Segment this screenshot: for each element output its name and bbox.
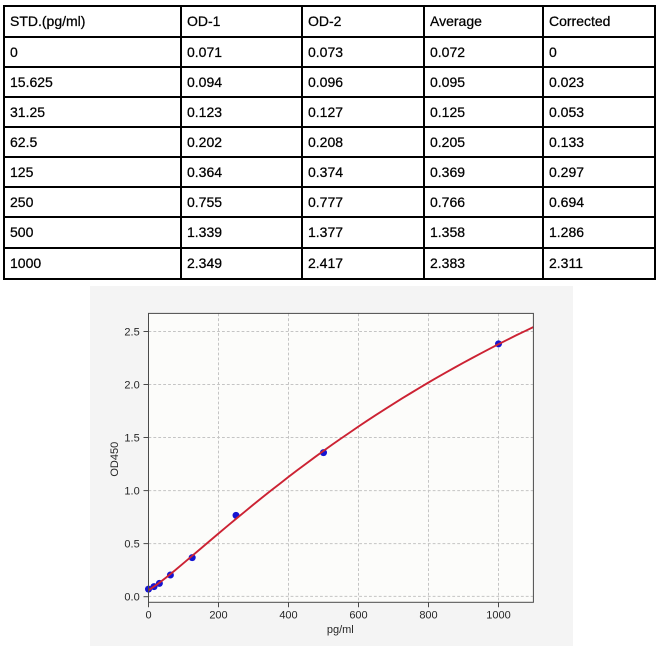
svg-text:2.5: 2.5 bbox=[124, 327, 139, 339]
svg-text:pg/ml: pg/ml bbox=[327, 624, 354, 636]
svg-text:0.5: 0.5 bbox=[124, 539, 139, 551]
svg-text:0.0: 0.0 bbox=[124, 592, 139, 604]
svg-text:0: 0 bbox=[145, 610, 151, 622]
svg-text:1.5: 1.5 bbox=[124, 433, 139, 445]
svg-text:600: 600 bbox=[349, 610, 367, 622]
svg-text:1000: 1000 bbox=[486, 610, 510, 622]
svg-text:1.0: 1.0 bbox=[124, 486, 139, 498]
svg-text:800: 800 bbox=[419, 610, 437, 622]
svg-text:2.0: 2.0 bbox=[124, 380, 139, 392]
svg-text:400: 400 bbox=[279, 610, 297, 622]
svg-text:200: 200 bbox=[209, 610, 227, 622]
svg-text:OD450: OD450 bbox=[109, 442, 121, 477]
